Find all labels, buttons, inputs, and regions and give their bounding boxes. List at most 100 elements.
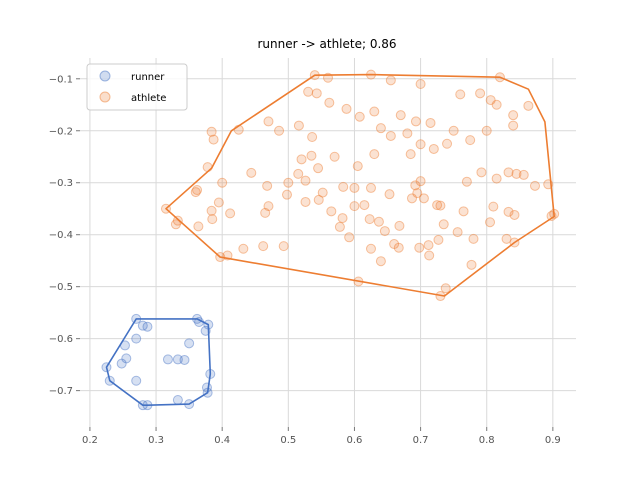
athlete-point bbox=[501, 233, 512, 244]
athlete-point bbox=[491, 173, 502, 184]
athlete-point bbox=[206, 205, 217, 216]
athlete-point bbox=[491, 99, 502, 110]
y-tick-label: −0.1 bbox=[49, 74, 73, 85]
athlete-point bbox=[452, 227, 463, 238]
athlete-point bbox=[393, 242, 404, 253]
runner-point bbox=[104, 375, 115, 386]
athlete-point bbox=[546, 210, 557, 221]
athlete-point bbox=[442, 138, 453, 149]
athlete-point bbox=[208, 134, 219, 145]
legend: runner athlete bbox=[86, 63, 188, 111]
y-tick-label: −0.4 bbox=[49, 230, 73, 241]
athlete-point bbox=[190, 187, 201, 198]
athlete-point bbox=[309, 70, 320, 81]
athlete-point bbox=[338, 181, 349, 192]
athlete-point bbox=[494, 72, 505, 83]
athlete-point bbox=[394, 220, 405, 231]
athlete-point bbox=[349, 201, 360, 212]
athlete-point bbox=[306, 150, 317, 161]
athlete-point bbox=[193, 221, 204, 232]
athlete-point bbox=[365, 182, 376, 193]
athlete-point bbox=[448, 125, 459, 136]
athlete-point bbox=[206, 126, 217, 137]
athlete-point bbox=[503, 167, 514, 178]
x-tick-label: 0.5 bbox=[280, 435, 296, 446]
runner-point bbox=[200, 325, 211, 336]
y-tick-label: −0.5 bbox=[49, 282, 73, 293]
athlete-point bbox=[293, 120, 304, 131]
runner-point bbox=[137, 320, 148, 331]
runner-point bbox=[184, 399, 195, 410]
runner-point bbox=[194, 317, 205, 328]
athlete-point bbox=[313, 163, 324, 174]
athlete-point bbox=[440, 283, 451, 294]
athlete-point bbox=[503, 206, 514, 217]
x-tick-label: 0.3 bbox=[148, 435, 164, 446]
athlete-point bbox=[365, 243, 376, 254]
runner-point bbox=[205, 368, 216, 379]
athlete-point bbox=[281, 189, 292, 200]
athlete-point bbox=[410, 116, 421, 127]
athlete-point bbox=[326, 206, 337, 217]
athlete-point bbox=[468, 233, 479, 244]
athlete-point bbox=[402, 128, 413, 139]
athlete-point bbox=[509, 237, 520, 248]
legend-frame bbox=[86, 63, 188, 111]
x-tick-label: 0.7 bbox=[413, 435, 429, 446]
athlete-point bbox=[466, 259, 477, 270]
athlete-point bbox=[246, 167, 257, 178]
athlete-hull bbox=[165, 73, 555, 297]
athlete-point bbox=[213, 197, 224, 208]
athlete-point bbox=[337, 213, 348, 224]
runner-point bbox=[172, 354, 183, 365]
athlete-point bbox=[278, 241, 289, 252]
athlete-point bbox=[432, 200, 443, 211]
athlete-point bbox=[222, 250, 233, 261]
x-tick-label: 0.4 bbox=[214, 435, 230, 446]
athlete-point bbox=[262, 180, 273, 191]
athlete-point bbox=[353, 276, 364, 287]
athlete-point bbox=[435, 291, 446, 302]
x-tick-label: 0.2 bbox=[82, 435, 98, 446]
x-tick-label: 0.8 bbox=[479, 435, 495, 446]
athlete-point bbox=[352, 161, 363, 172]
athlete-point bbox=[424, 250, 435, 261]
data-points bbox=[101, 69, 560, 411]
y-tick-label: −0.2 bbox=[49, 126, 73, 137]
athlete-point bbox=[369, 149, 380, 160]
athlete-point bbox=[202, 162, 213, 173]
legend-label-runner: runner bbox=[131, 72, 165, 83]
athlete-point bbox=[385, 130, 396, 141]
athlete-point bbox=[438, 219, 449, 230]
athlete-point bbox=[549, 208, 560, 219]
athlete-point bbox=[508, 110, 519, 121]
axis-ticks: 0.2 0.3 0.4 0.5 0.6 0.7 0.8 0.9 −0.1 −0.2 −0.3 −0.4… bbox=[49, 74, 561, 446]
athlete-point bbox=[329, 151, 340, 162]
y-tick-label: −0.3 bbox=[49, 178, 73, 189]
runner-point bbox=[184, 338, 195, 349]
athlete-point bbox=[238, 243, 249, 254]
runner-point bbox=[202, 387, 213, 398]
runner-hull bbox=[105, 318, 212, 406]
athlete-point bbox=[283, 177, 294, 188]
athlete-point bbox=[303, 86, 314, 97]
athlete-point bbox=[428, 143, 439, 154]
athlete-point bbox=[518, 169, 529, 180]
athlete-point bbox=[373, 216, 384, 227]
runner-point bbox=[131, 375, 142, 386]
athlete-point bbox=[425, 117, 436, 128]
athlete-point bbox=[508, 120, 519, 131]
athlete-point bbox=[334, 221, 345, 232]
runner-point bbox=[119, 340, 130, 351]
athlete-point bbox=[274, 125, 285, 136]
athlete-point bbox=[324, 97, 335, 108]
athlete-point bbox=[509, 209, 520, 220]
runner-point bbox=[192, 313, 203, 324]
athlete-point bbox=[207, 214, 218, 225]
athlete-point bbox=[258, 241, 269, 252]
x-tick-label: 0.6 bbox=[347, 435, 363, 446]
athlete-point bbox=[233, 124, 244, 135]
athlete-point bbox=[359, 200, 370, 211]
athlete-point bbox=[364, 214, 375, 225]
athlete-point bbox=[410, 180, 421, 191]
